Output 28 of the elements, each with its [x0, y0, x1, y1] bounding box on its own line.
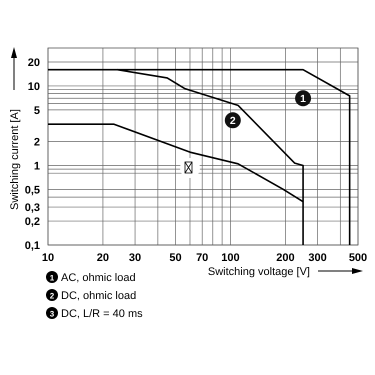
x-tick-label: 70	[196, 252, 208, 264]
text: 2	[50, 292, 54, 300]
text: 1	[50, 274, 54, 282]
y-tick-label: 0,2	[24, 216, 40, 228]
y-tick-label: 0,1	[24, 240, 40, 252]
legend-label: AC, ohmic load	[61, 272, 136, 284]
x-tick-label: 50	[169, 252, 182, 264]
legend-label: DC, ohmic load	[61, 290, 136, 302]
text: 3	[50, 310, 55, 318]
x-tick-label: 500	[348, 252, 368, 264]
y-axis-title: Switching current [A]	[9, 109, 21, 210]
y-tick-label: 5	[34, 104, 40, 117]
x-tick-label: 300	[308, 252, 327, 264]
y-tick-label: 0,5	[24, 184, 40, 196]
legend-label: DC, L/R = 40 ms	[61, 308, 144, 320]
x-tick-label: 20	[96, 252, 110, 264]
annotation: 2	[230, 116, 236, 127]
x-tick-label: 200	[276, 252, 295, 264]
y-tick-label: 0,3	[24, 202, 40, 214]
x-tick-label: 30	[128, 252, 142, 264]
x-tick-label: 100	[221, 252, 240, 264]
x-axis-title: Switching voltage [V]	[208, 266, 310, 278]
annotation: 1	[300, 94, 306, 105]
y-tick-label: 2	[34, 136, 40, 149]
y-tick-label: 1	[34, 160, 40, 172]
x-tick-label: 10	[42, 252, 54, 264]
y-tick-label: 20	[28, 57, 40, 70]
y-tick-label: 10	[28, 80, 40, 93]
